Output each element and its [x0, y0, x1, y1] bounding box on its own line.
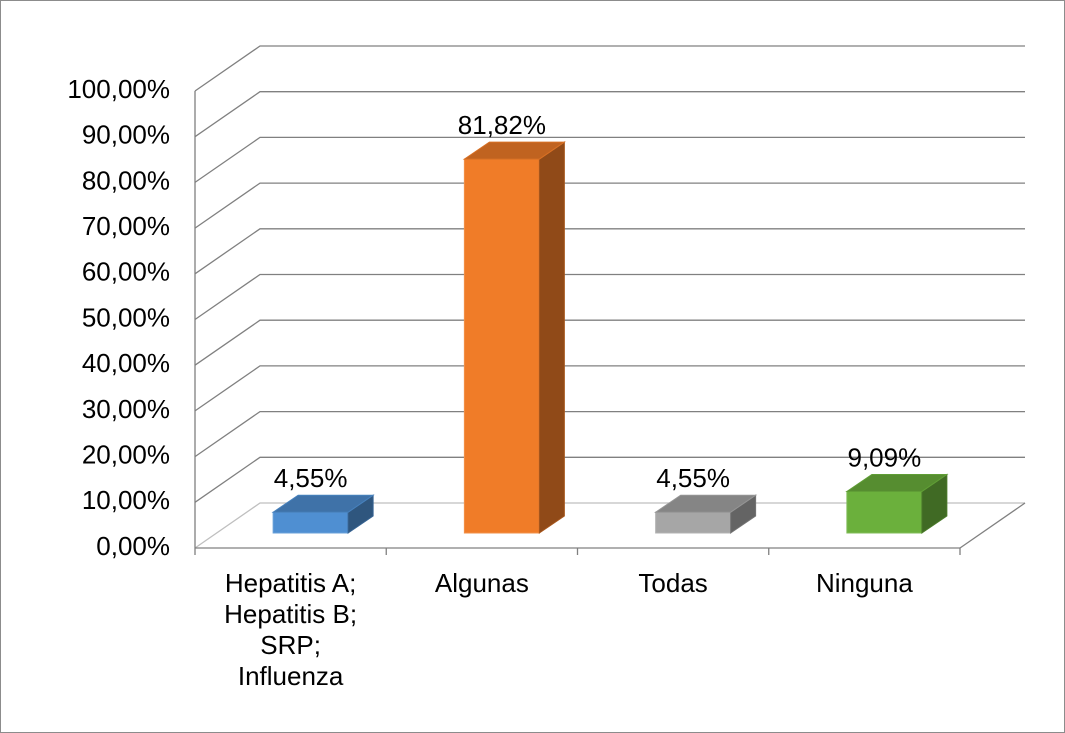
bar-top — [845, 473, 949, 492]
data-label: 4,55% — [274, 463, 348, 493]
grid-line — [194, 319, 1025, 366]
bar-front — [655, 511, 732, 534]
floor-edge — [959, 502, 1026, 549]
y-tick-label: 100,00% — [67, 74, 170, 104]
y-tick-label: 40,00% — [82, 348, 170, 378]
grid-line — [194, 228, 1025, 275]
bar-top — [654, 494, 758, 513]
grid-line — [194, 365, 1025, 412]
y-tick-label: 90,00% — [82, 120, 170, 150]
bar-top — [271, 494, 375, 513]
bar-side — [538, 141, 565, 534]
y-tick-label: 0,00% — [96, 531, 170, 561]
grid-line — [194, 502, 1025, 549]
grid-line — [194, 91, 1025, 138]
x-tick-label: Todas — [638, 568, 708, 598]
x-tick-label: Ninguna — [815, 568, 913, 598]
y-tick-label: 80,00% — [82, 165, 170, 195]
grid-line — [194, 45, 1025, 92]
bar-front — [846, 490, 923, 534]
y-tick-label: 20,00% — [82, 439, 170, 469]
y-tick-label: 70,00% — [82, 211, 170, 241]
data-label: 81,82% — [458, 110, 546, 140]
y-tick-label: 60,00% — [82, 257, 170, 287]
x-tick-label: Hepatitis A; Hepatitis B; SRP; Influenza — [224, 568, 358, 691]
grid-line — [194, 136, 1025, 183]
y-tick-label: 30,00% — [82, 394, 170, 424]
grid-line — [194, 456, 1025, 503]
bar-front — [463, 158, 540, 534]
y-tick-label: 10,00% — [82, 485, 170, 515]
y-tick-label: 50,00% — [82, 302, 170, 332]
grid-line — [194, 182, 1025, 229]
x-tick-label: Algunas — [434, 568, 529, 598]
grid-line — [194, 410, 1025, 458]
bar-top — [462, 141, 566, 160]
data-label: 9,09% — [848, 442, 922, 472]
grid-line — [194, 273, 1025, 321]
bar-front — [272, 511, 349, 534]
data-label: 4,55% — [656, 463, 730, 493]
